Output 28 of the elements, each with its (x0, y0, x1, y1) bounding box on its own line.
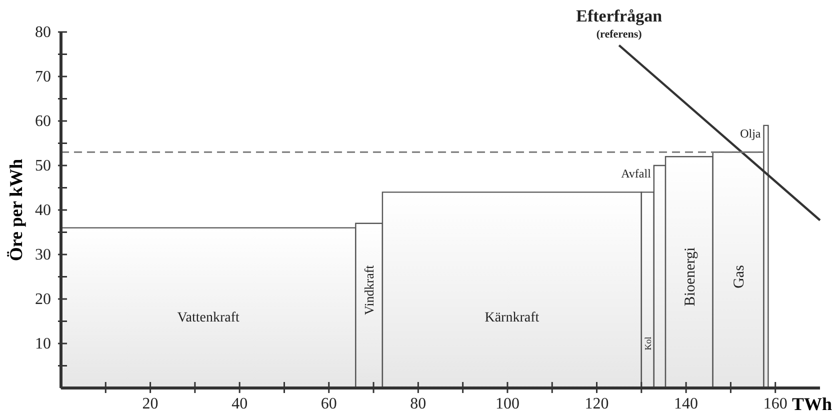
annotation: (referens) (596, 28, 642, 40)
x-tick-label: 120 (584, 395, 609, 412)
series-label: Kärnkraft (484, 310, 540, 326)
y-axis-title: Öre per kWh (6, 158, 26, 262)
x-axis-title: TWh (792, 394, 832, 414)
x-tick-label: 160 (763, 395, 788, 412)
y-tick-label: 50 (35, 158, 51, 175)
series-label: Avfall (621, 166, 652, 180)
series-label: Olja (740, 126, 762, 140)
y-tick-label: 80 (35, 24, 51, 42)
series-label: Kol (642, 336, 653, 350)
series-label: Gas (732, 264, 748, 288)
series-label: Bioenergi (682, 247, 698, 306)
y-tick-label: 30 (35, 246, 51, 264)
y-tick-label: 70 (35, 68, 51, 86)
y-tick-label: 60 (35, 113, 51, 130)
series-label: Vattenkraft (177, 310, 240, 326)
x-tick-label: 100 (495, 395, 520, 412)
y-tick-label: 40 (35, 202, 51, 220)
x-tick-label: 140 (674, 395, 698, 412)
x-tick-label: 60 (320, 395, 337, 412)
y-tick-label: 10 (35, 336, 51, 353)
x-tick-label: 80 (410, 395, 426, 412)
series-label: Vindkraft (362, 264, 377, 315)
y-tick-label: 20 (35, 291, 51, 308)
x-tick-label: 40 (232, 395, 248, 412)
x-tick-label: 20 (142, 395, 158, 412)
series-label: Efterfrågan (576, 6, 663, 26)
